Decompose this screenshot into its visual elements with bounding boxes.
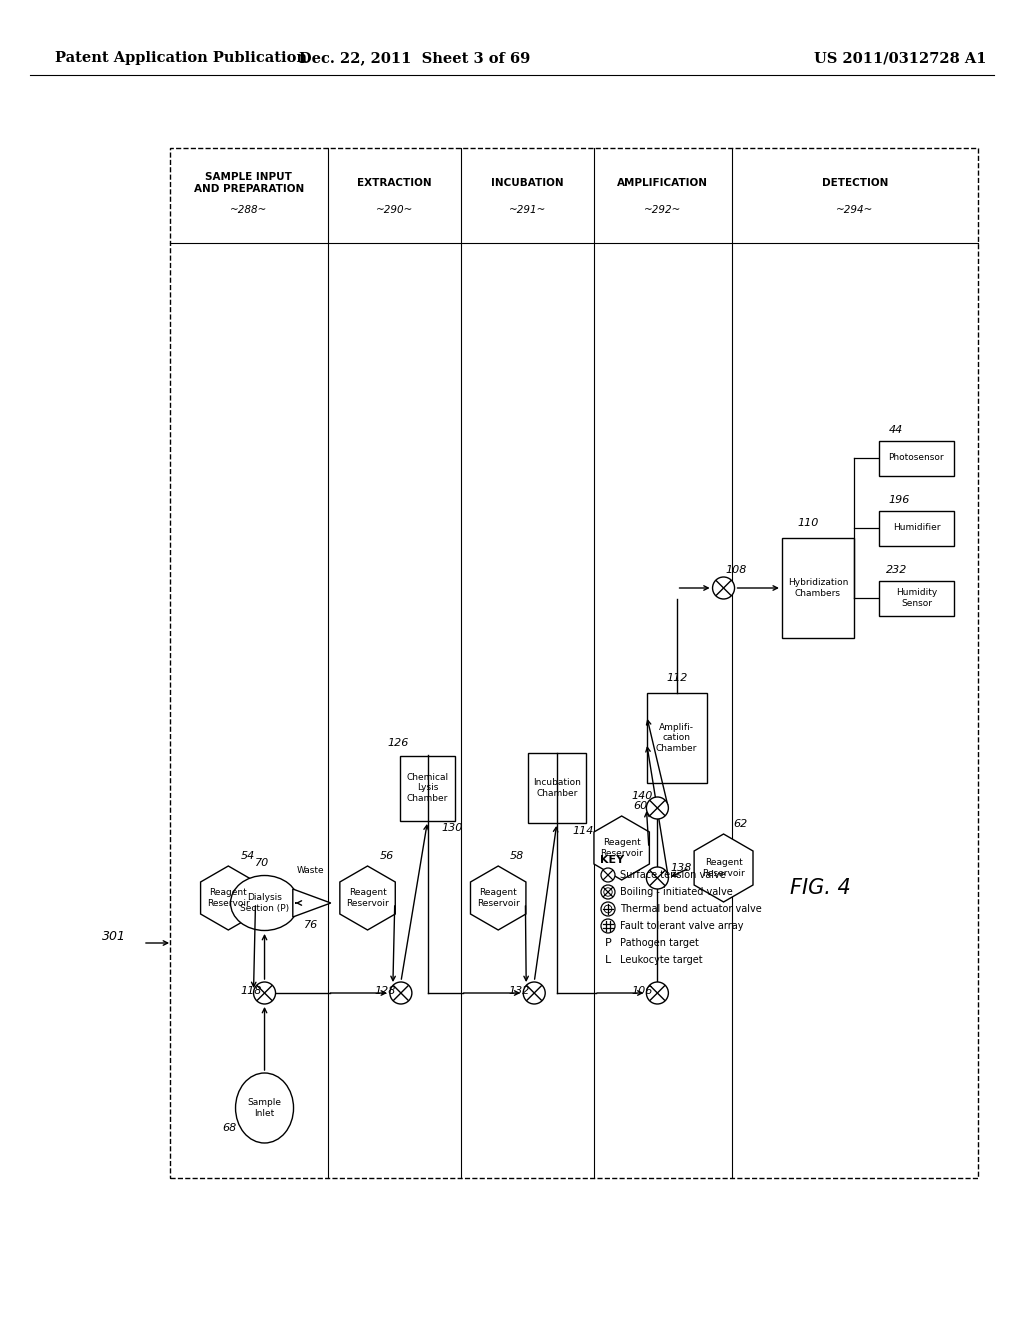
Circle shape [646,982,669,1005]
Ellipse shape [236,1073,294,1143]
Text: 130: 130 [441,822,463,833]
Polygon shape [201,866,256,931]
Circle shape [390,982,412,1005]
Text: 44: 44 [889,425,902,436]
Text: 196: 196 [889,495,909,506]
Text: 118: 118 [241,986,262,997]
Text: Waste: Waste [297,866,325,875]
Text: 70: 70 [255,858,268,869]
Circle shape [254,982,275,1005]
Circle shape [601,869,615,882]
Text: 301: 301 [102,929,126,942]
Text: 58: 58 [510,851,524,861]
Text: 140: 140 [632,791,652,801]
Circle shape [646,797,669,818]
Text: ~290~: ~290~ [376,205,413,215]
Text: Reagent
Reservoir: Reagent Reservoir [207,888,250,908]
Text: ~288~: ~288~ [230,205,267,215]
Text: Reagent
Reservoir: Reagent Reservoir [600,838,643,858]
Text: Amplifi-
cation
Chamber: Amplifi- cation Chamber [656,723,697,752]
Text: Boiling - initiated valve: Boiling - initiated valve [620,887,733,898]
Text: Reagent
Reservoir: Reagent Reservoir [702,858,744,878]
Text: Pathogen target: Pathogen target [620,939,698,948]
Ellipse shape [230,875,299,931]
Text: Fault tolerant valve array: Fault tolerant valve array [620,921,743,931]
Text: 62: 62 [733,818,748,829]
Bar [781,539,854,638]
Text: L: L [605,954,611,965]
Text: Dec. 22, 2011  Sheet 3 of 69: Dec. 22, 2011 Sheet 3 of 69 [299,51,530,65]
Text: ~292~: ~292~ [644,205,682,215]
Text: Sample
Inlet: Sample Inlet [248,1098,282,1118]
Bar [527,752,586,822]
Text: 132: 132 [508,986,529,997]
Text: 126: 126 [387,738,409,748]
Text: 138: 138 [671,863,692,873]
Text: ~291~: ~291~ [509,205,546,215]
Text: 60: 60 [634,801,648,810]
Bar [879,581,954,615]
Text: Chemical
Lysis
Chamber: Chemical Lysis Chamber [407,774,449,803]
Text: Incubation
Chamber: Incubation Chamber [532,779,581,797]
Text: Dialysis
Section (P): Dialysis Section (P) [240,894,289,912]
Polygon shape [694,834,753,902]
Circle shape [601,884,615,899]
Text: Leukocyte target: Leukocyte target [620,954,702,965]
Text: 232: 232 [887,565,907,576]
Bar [170,148,978,1177]
Text: US 2011/0312728 A1: US 2011/0312728 A1 [814,51,986,65]
Text: KEY: KEY [600,855,624,865]
Circle shape [523,982,545,1005]
Text: SAMPLE INPUT
AND PREPARATION: SAMPLE INPUT AND PREPARATION [194,172,304,194]
Text: 106: 106 [632,986,652,997]
Text: 128: 128 [375,986,396,997]
Circle shape [646,867,669,888]
Text: Reagent
Reservoir: Reagent Reservoir [477,888,519,908]
Text: 56: 56 [380,851,394,861]
Text: Surface tension valve: Surface tension valve [620,870,726,880]
Text: ~294~: ~294~ [836,205,873,215]
Bar [879,511,954,545]
Text: INCUBATION: INCUBATION [492,178,564,187]
Polygon shape [340,866,395,931]
Text: Thermal bend actuator valve: Thermal bend actuator valve [620,904,762,913]
Text: P: P [604,939,611,948]
Text: FIG. 4: FIG. 4 [790,878,850,898]
Text: Humidifier: Humidifier [893,524,940,532]
Text: 110: 110 [798,517,819,528]
Polygon shape [470,866,526,931]
Bar [646,693,707,783]
Polygon shape [594,816,649,880]
Text: 76: 76 [304,920,318,931]
Text: Humidity
Sensor: Humidity Sensor [896,589,937,607]
Text: Hybridization
Chambers: Hybridization Chambers [787,578,848,598]
Text: AMPLIFICATION: AMPLIFICATION [617,178,709,187]
Polygon shape [293,888,331,917]
Text: Patent Application Publication: Patent Application Publication [55,51,307,65]
Bar [879,441,954,475]
Text: DETECTION: DETECTION [821,178,888,187]
Text: 54: 54 [241,851,255,861]
Circle shape [713,577,734,599]
Text: 112: 112 [667,673,688,682]
Text: 108: 108 [726,565,746,576]
Bar [400,755,455,821]
Text: Reagent
Reservoir: Reagent Reservoir [346,888,389,908]
Text: Photosensor: Photosensor [889,454,944,462]
Circle shape [601,919,615,933]
Text: 68: 68 [222,1123,237,1133]
Text: 114: 114 [572,826,594,836]
Text: EXTRACTION: EXTRACTION [357,178,431,187]
Circle shape [601,902,615,916]
